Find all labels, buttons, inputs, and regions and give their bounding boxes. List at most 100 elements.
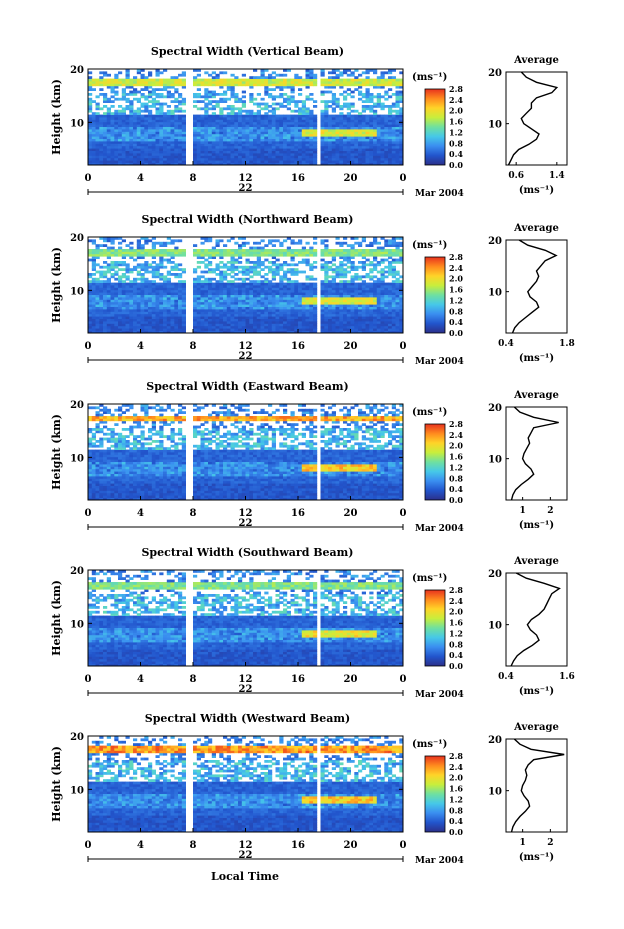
heatmap-cell bbox=[170, 241, 175, 245]
heatmap-cell bbox=[215, 143, 220, 147]
heatmap-cell bbox=[159, 287, 164, 291]
heatmap-cell bbox=[350, 162, 355, 166]
heatmap-cell bbox=[305, 325, 310, 329]
heatmap-cell bbox=[91, 304, 96, 307]
heatmap-cell bbox=[88, 148, 93, 151]
heatmap-cell bbox=[298, 88, 303, 91]
heatmap-cell bbox=[136, 311, 141, 315]
heatmap-cell bbox=[343, 143, 348, 147]
heatmap-cell bbox=[294, 148, 299, 151]
heatmap-cell bbox=[260, 251, 265, 255]
heatmap-cell bbox=[395, 131, 400, 135]
heatmap-cell bbox=[193, 119, 198, 123]
heatmap-cell bbox=[294, 311, 299, 315]
heatmap-cell bbox=[309, 297, 314, 300]
heatmap-cell bbox=[294, 318, 299, 322]
heatmap-cell bbox=[253, 69, 258, 72]
heatmap-cell bbox=[335, 313, 340, 317]
heatmap-cell bbox=[148, 309, 153, 312]
heatmap-cell bbox=[129, 119, 134, 123]
heatmap-cell bbox=[110, 131, 115, 135]
heatmap-cell bbox=[290, 282, 295, 286]
heatmap-cell bbox=[346, 160, 351, 163]
heatmap-cell bbox=[264, 81, 269, 84]
heatmap-cell bbox=[275, 162, 280, 166]
heatmap-cell bbox=[335, 299, 340, 303]
heatmap-cell bbox=[155, 275, 160, 279]
heatmap-cell bbox=[114, 306, 119, 310]
heatmap-cell bbox=[294, 241, 299, 245]
heatmap-cell bbox=[264, 85, 269, 89]
heatmap-cell bbox=[346, 287, 351, 291]
heatmap-cell bbox=[331, 321, 336, 324]
heatmap-cell bbox=[121, 138, 126, 142]
heatmap-cell bbox=[136, 270, 141, 274]
heatmap-cell bbox=[241, 109, 246, 113]
heatmap-cell bbox=[294, 138, 299, 142]
heatmap-cell bbox=[305, 126, 310, 130]
heatmap-cell bbox=[204, 117, 209, 120]
heatmap-cell bbox=[313, 313, 318, 317]
heatmap-cell bbox=[193, 131, 198, 135]
heatmap-cell bbox=[335, 292, 340, 295]
heatmap-cell bbox=[178, 126, 183, 130]
heatmap-cell bbox=[286, 114, 291, 118]
heatmap-cell bbox=[230, 131, 235, 135]
heatmap-cell bbox=[264, 294, 269, 298]
heatmap-cell bbox=[133, 282, 138, 286]
heatmap-cell bbox=[268, 249, 273, 252]
average-x-tick-label: 0.6 bbox=[508, 171, 524, 181]
heatmap-cell bbox=[249, 270, 254, 274]
heatmap-cell bbox=[335, 141, 340, 144]
heatmap-cell bbox=[88, 102, 93, 106]
heatmap-cell bbox=[166, 280, 171, 283]
heatmap-cell bbox=[170, 117, 175, 120]
heatmap-cell bbox=[343, 71, 348, 75]
heatmap-cell bbox=[230, 136, 235, 139]
heatmap-cell bbox=[215, 126, 220, 130]
heatmap-cell bbox=[268, 143, 273, 147]
heatmap-cell bbox=[346, 157, 351, 161]
heatmap-cell bbox=[305, 241, 310, 245]
heatmap-cell bbox=[95, 126, 100, 130]
heatmap-cell bbox=[305, 112, 310, 115]
heatmap-cell bbox=[249, 143, 254, 147]
heatmap-cell bbox=[286, 251, 291, 255]
heatmap-cell bbox=[136, 251, 141, 255]
heatmap-cell bbox=[106, 297, 111, 300]
heatmap-cell bbox=[279, 88, 284, 91]
heatmap-cell bbox=[271, 107, 276, 111]
heatmap-cell bbox=[361, 83, 366, 87]
heatmap-cell bbox=[324, 148, 329, 151]
heatmap-cell bbox=[88, 81, 93, 84]
heatmap-cell bbox=[343, 282, 348, 286]
heatmap-cell bbox=[346, 119, 351, 123]
heatmap-cell bbox=[294, 105, 299, 108]
heatmap-cell bbox=[223, 145, 228, 149]
heatmap-cell bbox=[110, 323, 115, 327]
heatmap-cell bbox=[125, 141, 130, 144]
heatmap-cell bbox=[268, 138, 273, 142]
heatmap-cell bbox=[181, 97, 186, 101]
heatmap-cell bbox=[294, 141, 299, 144]
heatmap-cell bbox=[196, 117, 201, 120]
heatmap-cell bbox=[384, 90, 389, 94]
heatmap-cell bbox=[230, 157, 235, 161]
heatmap-cell bbox=[136, 277, 141, 281]
heatmap-cell bbox=[211, 93, 216, 96]
heatmap-cell bbox=[200, 126, 205, 130]
heatmap-cell bbox=[395, 121, 400, 125]
heatmap-cell bbox=[148, 162, 153, 166]
heatmap-cell bbox=[181, 253, 186, 257]
heatmap-cell bbox=[238, 249, 243, 252]
heatmap-cell bbox=[193, 150, 198, 154]
heatmap-cell bbox=[178, 143, 183, 147]
heatmap-cell bbox=[211, 107, 216, 111]
heatmap-cell bbox=[178, 114, 183, 118]
heatmap-cell bbox=[215, 117, 220, 120]
heatmap-cell bbox=[125, 153, 130, 156]
heatmap-cell bbox=[339, 121, 344, 125]
heatmap-cell bbox=[331, 160, 336, 163]
heatmap-cell bbox=[118, 157, 123, 161]
heatmap-cell bbox=[178, 150, 183, 154]
